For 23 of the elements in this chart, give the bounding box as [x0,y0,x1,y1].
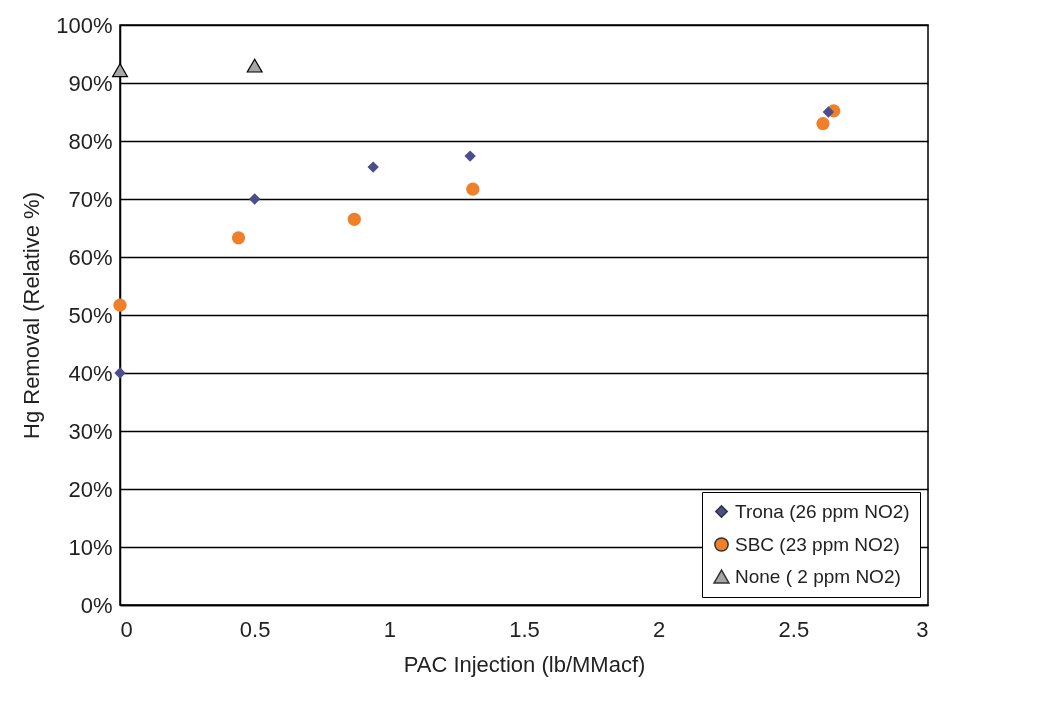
y-tick-label: 80% [68,128,113,154]
x-tick-label: 0.5 [239,616,271,642]
y-tick-label: 0% [80,592,113,618]
legend-label: Trona (26 ppm NO2) [735,500,910,522]
x-axis-title: PAC Injection (lb/MMacf) [403,651,646,677]
legend-label: None ( 2 ppm NO2) [735,565,901,587]
x-tick-label: 0 [120,616,133,642]
y-tick-label: 60% [68,244,113,270]
legend-label: SBC (23 ppm NO2) [735,533,900,555]
x-tick-label: 1.5 [509,616,540,642]
y-tick-label: 70% [68,186,113,212]
y-tick-label: 50% [68,302,113,328]
x-tick-label: 2.5 [778,616,810,642]
y-axis-title: Hg Removal (Relative %) [19,192,45,439]
y-tick-label: 20% [68,476,113,502]
y-tick-label: 90% [68,70,113,96]
x-tick-label: 2 [653,616,666,642]
x-tick-label: 3 [916,616,929,642]
y-tick-label: 40% [68,360,113,386]
y-tick-label: 10% [68,534,113,560]
x-tick-label: 1 [383,616,396,642]
y-tick-label: 30% [68,418,113,444]
y-tick-label: 100% [56,12,113,38]
